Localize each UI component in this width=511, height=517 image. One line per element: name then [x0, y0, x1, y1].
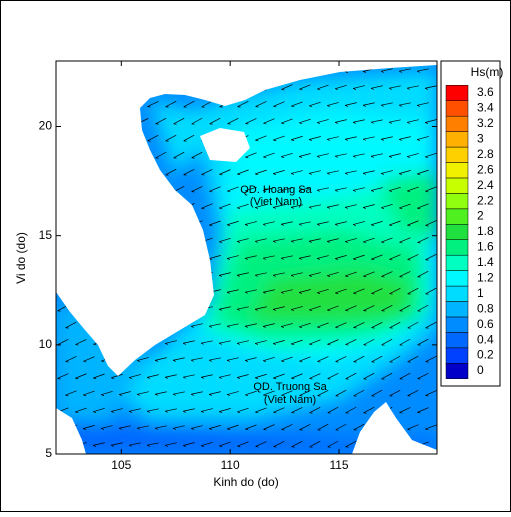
- colorbar-tick-label: 0: [477, 363, 484, 377]
- arrow-head: [363, 311, 366, 312]
- colorbar-swatch: [446, 363, 468, 378]
- colorbar-swatch: [446, 132, 468, 147]
- x-axis-label: Kinh do (do): [213, 475, 278, 489]
- colorbar-swatch: [446, 101, 468, 116]
- colorbar-tick-label: 2.2: [477, 193, 494, 207]
- colorbar-tick-label: 3.4: [477, 101, 494, 115]
- annotation: (Viet Nam): [250, 196, 302, 208]
- colorbar-swatch: [446, 348, 468, 363]
- colorbar-swatch: [446, 317, 468, 332]
- y-tick-label: 10: [39, 337, 53, 351]
- colorbar-tick-label: 3.2: [477, 116, 494, 130]
- colorbar-swatch: [446, 178, 468, 193]
- colorbar-tick-label: 1.6: [477, 240, 494, 254]
- colorbar-tick-label: 1.2: [477, 271, 494, 285]
- colorbar-tick-label: 0.6: [477, 317, 494, 331]
- annotation: (Viet Nam): [264, 394, 316, 406]
- colorbar-title: Hs(m): [471, 65, 504, 79]
- colorbar-swatch: [446, 85, 468, 100]
- map-field: [56, 61, 437, 454]
- colorbar-tick-label: 0.2: [477, 348, 494, 362]
- colorbar-tick-label: 1: [477, 286, 484, 300]
- annotation: QD. Truong Sa: [253, 381, 327, 393]
- x-tick-label: 105: [111, 458, 131, 472]
- colorbar-tick-label: 0.8: [477, 301, 494, 315]
- y-axis-label: Vi do (do): [14, 232, 28, 284]
- colorbar-tick-label: 2.8: [477, 147, 494, 161]
- colorbar-swatch: [446, 147, 468, 162]
- colorbar-swatch: [446, 193, 468, 208]
- x-tick-label: 110: [221, 458, 240, 472]
- colorbar-tick-label: 0.4: [477, 332, 494, 346]
- colorbar-swatch: [446, 286, 468, 301]
- y-tick-label: 5: [45, 446, 52, 460]
- y-tick-label: 15: [39, 228, 53, 242]
- colorbar-tick-label: 1.4: [477, 255, 494, 269]
- colorbar-tick-label: 2.6: [477, 162, 494, 176]
- y-tick-label: 20: [39, 119, 53, 133]
- colorbar-swatch: [446, 332, 468, 347]
- colorbar-tick-label: 3.6: [477, 85, 494, 99]
- colorbar-swatch: [446, 163, 468, 178]
- colorbar-tick-label: 2.4: [477, 178, 494, 192]
- colorbar-swatch: [446, 240, 468, 255]
- colorbar-swatch: [446, 116, 468, 131]
- colorbar-swatch: [446, 224, 468, 239]
- colorbar-tick-label: 3: [477, 132, 484, 146]
- colorbar-swatch: [446, 255, 468, 270]
- colorbar-swatch: [446, 302, 468, 317]
- annotation: QD. Hoang Sa: [240, 184, 312, 196]
- colorbar-swatch: [446, 209, 468, 224]
- x-tick-label: 115: [329, 458, 348, 472]
- colorbar-swatch: [446, 271, 468, 286]
- colorbar-tick-label: 1.8: [477, 224, 494, 238]
- colorbar-tick-label: 2: [477, 209, 484, 223]
